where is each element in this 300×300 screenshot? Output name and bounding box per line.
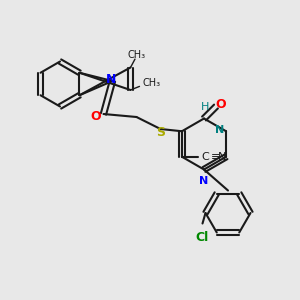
Text: Cl: Cl (196, 231, 209, 244)
Text: CH₃: CH₃ (142, 77, 160, 88)
Text: S: S (156, 125, 165, 139)
Text: CH₃: CH₃ (128, 50, 146, 61)
Text: C: C (201, 152, 209, 162)
Text: N: N (215, 125, 225, 135)
Text: O: O (91, 110, 101, 124)
Text: H: H (201, 103, 210, 112)
Text: O: O (215, 98, 226, 112)
Text: N: N (218, 152, 226, 162)
Text: ≡: ≡ (210, 152, 220, 162)
Text: N: N (106, 73, 116, 86)
Text: N: N (200, 176, 208, 185)
